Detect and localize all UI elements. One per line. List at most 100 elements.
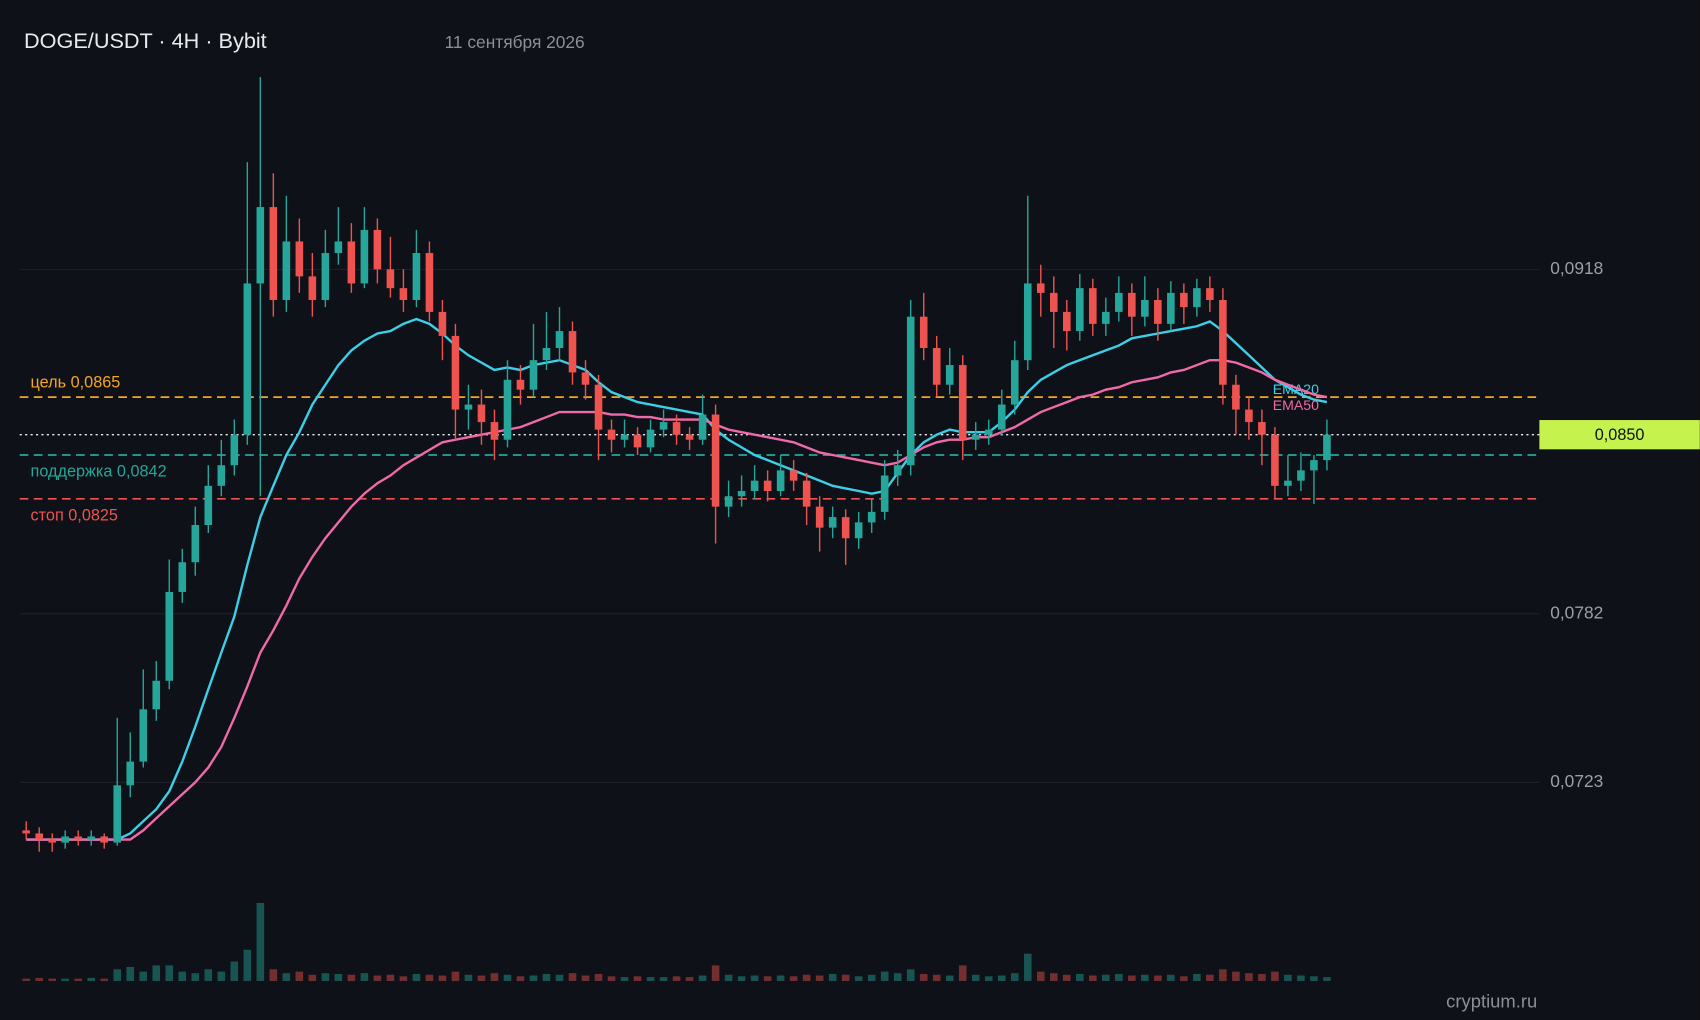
volume-bar	[1049, 973, 1058, 981]
volume-bar	[1232, 971, 1240, 981]
volume-bar	[35, 977, 43, 981]
candle-body	[1258, 422, 1266, 435]
volume-bar	[789, 976, 798, 981]
candle-body	[555, 331, 564, 349]
volume-bar	[165, 965, 174, 981]
volume-bar	[321, 973, 330, 981]
volume-bar	[503, 974, 512, 981]
candle-body	[74, 836, 83, 840]
candle-body	[1128, 292, 1136, 317]
volume-bar	[1141, 974, 1149, 981]
candle-body	[204, 485, 213, 526]
volume-bar	[1219, 969, 1227, 981]
volume-bar	[243, 949, 252, 981]
level-label: цель 0,0865	[31, 373, 121, 391]
candle-body	[1102, 311, 1110, 324]
candle-body	[802, 480, 811, 507]
volume-bar	[958, 965, 967, 981]
volume-bar	[1076, 973, 1084, 981]
volume-bar	[1036, 971, 1045, 981]
volume-bar	[1284, 974, 1292, 981]
candle-body	[308, 276, 317, 300]
candle-body	[490, 422, 499, 440]
candle-body	[1141, 299, 1149, 317]
candle-body	[503, 379, 512, 440]
candle-body	[607, 429, 616, 440]
volume-bar	[360, 973, 369, 981]
volume-bar	[334, 973, 343, 981]
volume-bar	[178, 971, 187, 981]
volume-bar	[802, 974, 811, 981]
candle-body	[659, 422, 668, 430]
candle-body	[334, 241, 343, 254]
volume-bar	[750, 975, 759, 981]
volume-bar	[594, 973, 603, 981]
volume-bar	[1271, 971, 1279, 981]
candle-body	[1219, 299, 1227, 385]
candle-body	[854, 522, 863, 539]
candle-body	[1310, 460, 1318, 471]
volume-bar	[139, 971, 148, 981]
volume-bar	[152, 965, 161, 981]
volume-bar	[477, 975, 486, 981]
volume-bar	[659, 977, 668, 981]
volume-bar	[22, 978, 30, 981]
y-tick-label: 0,0782	[1550, 602, 1603, 622]
volume-bar	[1245, 973, 1253, 981]
volume-bar	[1206, 974, 1214, 981]
candle-body	[48, 839, 57, 843]
last-price-box	[1539, 420, 1700, 450]
volume-bar	[1258, 973, 1266, 981]
volume-bar	[984, 976, 993, 981]
candle-body	[581, 372, 590, 385]
candle-body	[711, 414, 720, 507]
volume-bar	[1010, 973, 1019, 981]
volume-bar	[516, 976, 525, 981]
candle-body	[1076, 288, 1084, 332]
candle-body	[893, 465, 902, 476]
candle-body	[451, 335, 460, 410]
volume-bar	[100, 978, 109, 981]
candle-body	[828, 517, 837, 528]
volume-bar	[126, 966, 135, 981]
volume-bar	[256, 902, 265, 981]
volume-bar	[880, 971, 889, 981]
volume-bar	[1180, 976, 1188, 981]
candle-body	[464, 404, 473, 410]
candle-body	[789, 470, 798, 481]
volume-bar	[1102, 974, 1110, 981]
candle-body	[867, 511, 876, 523]
volume-bar	[776, 975, 785, 981]
volume-bar	[997, 975, 1006, 981]
volume-bar	[464, 974, 473, 981]
candle-body	[1154, 299, 1162, 324]
candle-body	[178, 562, 187, 592]
candle-body	[1284, 480, 1292, 486]
volume-bar	[893, 973, 902, 981]
candle-body	[945, 365, 954, 385]
volume-bar	[633, 976, 642, 981]
candle-body	[737, 491, 746, 497]
candle-body	[1010, 360, 1019, 405]
volume-bar	[490, 973, 499, 981]
candle-body	[425, 253, 434, 312]
candle-body	[243, 283, 252, 435]
volume-bar	[698, 975, 707, 981]
candle-body	[295, 241, 304, 277]
volume-bar	[841, 974, 850, 981]
volume-bar	[542, 973, 551, 981]
candle-body	[971, 434, 980, 440]
volume-bar	[191, 973, 200, 981]
candle-body	[1115, 292, 1123, 312]
candle-body	[542, 348, 551, 361]
volume-bar	[438, 975, 447, 981]
volume-bar	[828, 973, 837, 981]
volume-bar	[568, 973, 577, 981]
volume-bar	[1154, 975, 1162, 981]
volume-bar	[1323, 977, 1331, 981]
volume-bar	[399, 976, 408, 981]
candle-body	[256, 207, 265, 284]
candle-body	[815, 506, 824, 528]
candle-body	[724, 496, 733, 507]
